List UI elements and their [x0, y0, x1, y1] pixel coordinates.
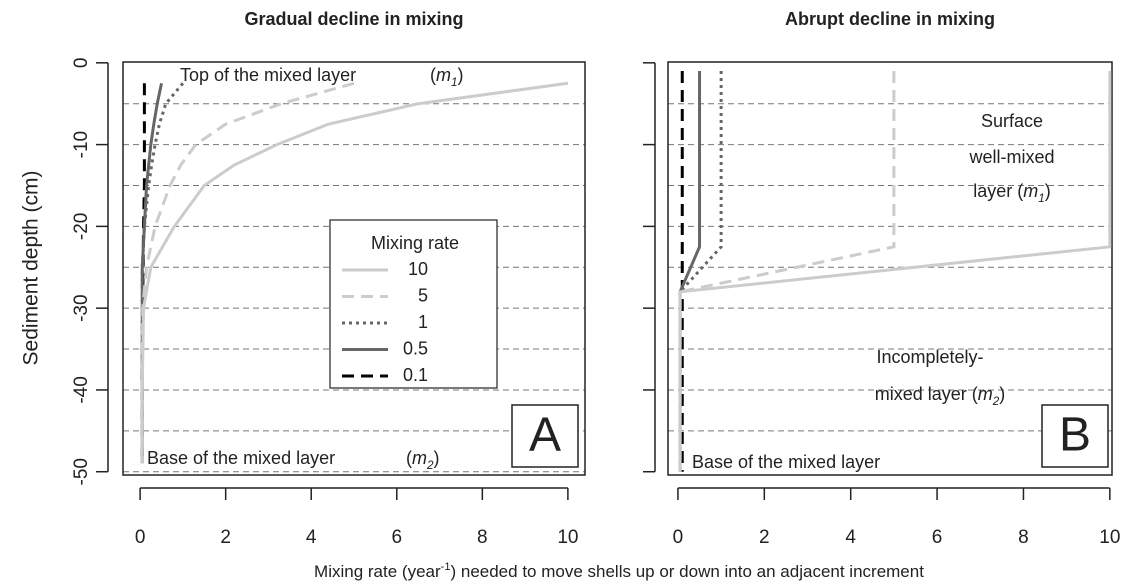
chart-title: Gradual decline in mixing: [244, 9, 463, 29]
annotation: mixed layer (m2): [875, 384, 1006, 408]
annotation: Surface: [981, 111, 1043, 131]
annotation: layer (m1): [973, 181, 1051, 205]
text-part: ) needed to move shells up or down into …: [450, 562, 924, 581]
legend-title: Mixing rate: [371, 233, 459, 253]
text-part: (: [406, 448, 412, 468]
y-tick-label: -40: [71, 376, 92, 403]
annotation: well-mixed: [968, 147, 1054, 167]
text-part: (: [430, 65, 436, 85]
x-tick-label: 4: [306, 527, 317, 548]
annotation: Base of the mixed layer: [147, 448, 335, 468]
y-tick-label: -20: [71, 213, 92, 240]
x-tick-label: 6: [932, 527, 943, 548]
series-line: [678, 70, 1112, 472]
series-line: [140, 81, 355, 464]
x-tick-label: 2: [220, 527, 231, 548]
x-tick-label: 10: [1099, 527, 1120, 548]
legend-label: 0.1: [403, 365, 428, 385]
text-part: Mixing rate (year: [314, 562, 441, 581]
text-part: Top of the mixed layer: [180, 65, 356, 85]
panel-box: [1041, 404, 1109, 468]
y-tick-label: -30: [71, 294, 92, 321]
text-part: 1: [1038, 192, 1045, 205]
x-tick-label: 6: [391, 527, 402, 548]
legend-box: [329, 219, 498, 389]
annotation: Base of the mixed layer: [692, 452, 880, 472]
annotation: (m1): [430, 65, 464, 89]
text-part: 1: [451, 76, 458, 89]
x-tick-label: 0: [135, 527, 146, 548]
text-part: ): [458, 65, 464, 85]
text-part: 2: [992, 395, 1000, 408]
text-part: Incompletely-: [876, 347, 983, 367]
panel-box: [511, 404, 579, 468]
text-part: m: [978, 384, 993, 404]
y-axis-label: Sediment depth (cm): [20, 171, 43, 366]
legend-label: 10: [408, 259, 428, 279]
x-axis-label: Mixing rate (year-1) needed to move shel…: [314, 561, 924, 582]
text-part: m: [1023, 181, 1038, 201]
text-part: -1: [441, 561, 451, 573]
annotation: (m2): [406, 448, 440, 472]
text-part: ): [999, 384, 1005, 404]
x-tick-label: 0: [673, 527, 684, 548]
x-tick-label: 8: [1018, 527, 1029, 548]
y-tick-label: -10: [71, 131, 92, 158]
series-line: [140, 81, 569, 464]
text-part: well-mixed: [968, 147, 1054, 167]
x-tick-label: 10: [557, 527, 578, 548]
chart-title: Abrupt decline in mixing: [785, 9, 995, 29]
x-tick-label: 8: [477, 527, 488, 548]
legend-label: 0.5: [403, 338, 428, 358]
legend-label: 1: [418, 312, 428, 332]
text-part: mixed layer (: [875, 384, 978, 404]
plot-frame: [122, 61, 586, 476]
y-tick-label: 0: [71, 58, 92, 69]
text-part: ): [434, 448, 440, 468]
text-part: ): [1045, 181, 1051, 201]
text-part: Base of the mixed layer: [147, 448, 335, 468]
text-part: layer (: [973, 181, 1023, 201]
text-part: Surface: [981, 111, 1043, 131]
panel-label: B: [1059, 409, 1091, 462]
text-part: m: [412, 448, 427, 468]
plot-frame: [667, 61, 1113, 476]
text-part: m: [436, 65, 451, 85]
text-part: 2: [426, 459, 434, 472]
x-tick-label: 4: [845, 527, 856, 548]
annotation: Incompletely-: [876, 347, 983, 367]
x-tick-label: 2: [759, 527, 770, 548]
legend-label: 5: [418, 285, 428, 305]
panel-label: A: [529, 409, 561, 462]
annotation: Top of the mixed layer: [180, 65, 356, 85]
text-part: Base of the mixed layer: [692, 452, 880, 472]
y-tick-label: -50: [71, 458, 92, 485]
